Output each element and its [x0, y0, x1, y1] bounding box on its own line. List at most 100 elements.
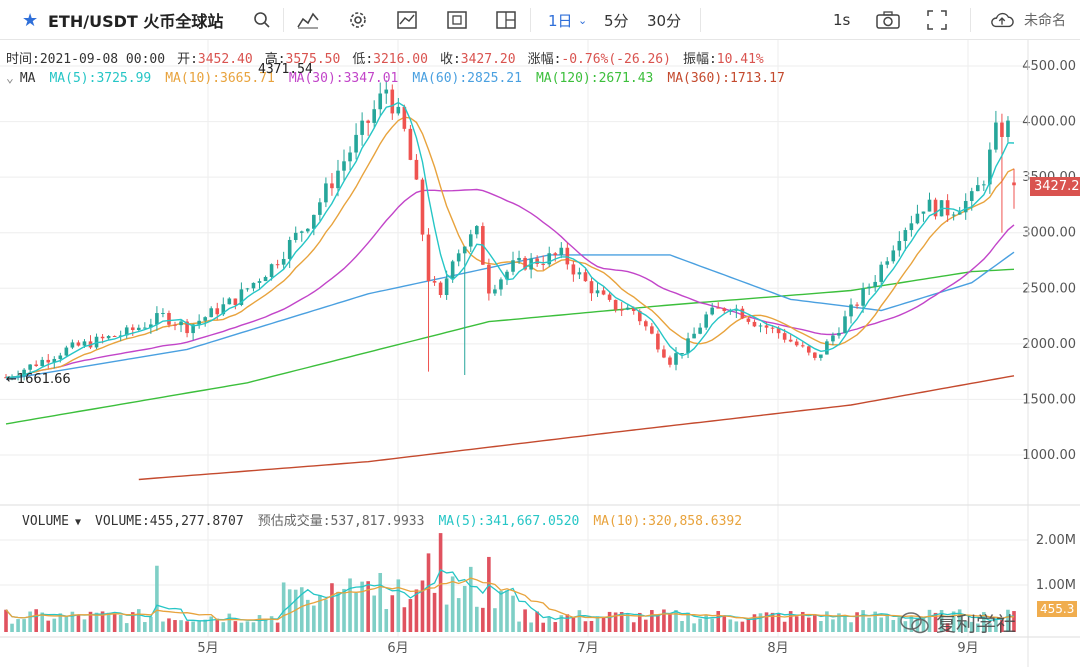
camera-icon[interactable]: [876, 0, 900, 40]
change-key: 涨幅:: [527, 52, 562, 67]
volume-bar: [686, 612, 690, 632]
candle-body: [487, 264, 491, 294]
candle-body: [215, 308, 220, 315]
favorite-star-icon[interactable]: ★: [22, 9, 39, 31]
volume-bar: [879, 617, 884, 632]
candle-body: [674, 353, 678, 365]
price-tick-label: 2000.00: [1022, 337, 1076, 352]
interval-1d[interactable]: 1日: [548, 11, 573, 30]
volume-bar: [76, 615, 81, 632]
volume-bar: [52, 618, 57, 632]
chevron-down-icon[interactable]: ▼: [74, 517, 81, 528]
volume-bar: [40, 612, 45, 632]
ma5-path: [5, 101, 1015, 378]
price-tick-label: 3000.00: [1022, 226, 1076, 241]
price-tick-label: 2500.00: [1022, 281, 1076, 296]
candle-body: [957, 212, 962, 215]
ma360-path: [138, 375, 1015, 481]
open-value: 3452.40: [197, 52, 253, 67]
ma5-value: MA(5):3725.99: [49, 71, 152, 86]
volume-bar: [88, 611, 93, 632]
chevron-down-icon[interactable]: ⌄: [6, 71, 14, 86]
indicator-icon[interactable]: [296, 0, 320, 40]
candle-body: [40, 359, 45, 366]
chart-style-icon[interactable]: [395, 0, 419, 40]
volume-label[interactable]: VOLUME: [22, 514, 69, 529]
volume-bar: [281, 582, 286, 632]
candle-body: [239, 289, 244, 305]
symbol-title[interactable]: ETH/USDT 火币全球站: [48, 12, 224, 31]
candle-body: [499, 279, 503, 290]
candle-body: [4, 377, 8, 379]
candle-body: [432, 281, 437, 283]
volume-bar: [215, 618, 220, 632]
volume-bar: [493, 608, 497, 632]
layout-name[interactable]: 未命名: [1024, 13, 1066, 29]
volume-bar: [553, 622, 558, 632]
volume-bar: [969, 621, 974, 632]
fullscreen-icon[interactable]: [925, 0, 949, 40]
candle-body: [312, 214, 316, 229]
replay-speed[interactable]: 1s: [833, 11, 851, 29]
volume-bar: [372, 595, 376, 632]
search-icon[interactable]: [250, 0, 274, 40]
volume-bar: [257, 615, 262, 632]
volume-bar: [251, 622, 256, 632]
candle-body: [233, 298, 238, 305]
template-icon[interactable]: [445, 0, 469, 40]
interval-30m[interactable]: 30分: [647, 11, 682, 30]
interval-5m[interactable]: 5分: [604, 11, 629, 30]
volume-bar: [770, 612, 775, 632]
volume-bar: [831, 619, 835, 632]
candle-body: [975, 185, 980, 192]
volume-bar: [710, 618, 715, 632]
volume-bar: [58, 613, 63, 632]
volume-bar: [577, 610, 582, 632]
ma60-line: [5, 251, 1015, 381]
volume-bar: [867, 617, 871, 632]
time-tick-label: 5月: [197, 641, 218, 656]
volume-bar: [106, 612, 111, 632]
layout-icon[interactable]: [494, 0, 518, 40]
ma60-value: MA(60):2825.21: [412, 71, 522, 86]
candle-body: [740, 308, 745, 319]
volume-bars: [4, 533, 1016, 632]
volume-legend: VOLUME ▼ VOLUME:455,277.8707 预估成交量:537,817.…: [22, 510, 756, 529]
volume-bar: [456, 598, 461, 632]
volume-bar: [221, 622, 226, 632]
amplitude-key: 振幅:: [682, 52, 717, 67]
ohlc-info: 时间:2021-09-08 00:00 开:3452.40 高:3575.50 低:3…: [6, 48, 776, 67]
ma-label[interactable]: MA: [19, 71, 36, 86]
volume-bar: [607, 611, 612, 632]
candle-body: [384, 89, 389, 94]
volume-bar: [263, 618, 268, 632]
volume-bar: [631, 622, 636, 632]
volume-bar: [432, 592, 437, 632]
candle-body: [185, 321, 189, 334]
volume-bar: [354, 592, 358, 632]
volume-bar: [644, 619, 648, 632]
candle-body: [994, 122, 998, 150]
candle-body: [402, 106, 407, 129]
price-chart[interactable]: 4500.004000.003500.003000.002500.002000.…: [0, 40, 1080, 667]
ma60-path: [5, 251, 1015, 381]
candle-body: [106, 335, 111, 339]
volume-bar: [650, 610, 654, 632]
candle-body: [179, 321, 183, 326]
candle-body: [644, 321, 648, 327]
chevron-down-icon[interactable]: ⌄: [578, 13, 588, 27]
candle-body: [468, 234, 473, 247]
settings-gear-icon[interactable]: [346, 0, 370, 40]
volume-value: VOLUME:455,277.8707: [95, 514, 244, 529]
candle-body: [191, 324, 195, 334]
volume-bar: [348, 578, 352, 632]
candle-body: [837, 332, 841, 336]
volume-bar: [384, 609, 389, 632]
volume-bar: [197, 621, 201, 632]
candle-body: [728, 310, 733, 312]
candle-body: [788, 339, 793, 342]
cloud-upload-icon[interactable]: [990, 0, 1014, 40]
volume-bar: [523, 609, 527, 632]
volume-tick-label: 2.00M: [1036, 533, 1076, 548]
volume-bar: [752, 614, 757, 632]
